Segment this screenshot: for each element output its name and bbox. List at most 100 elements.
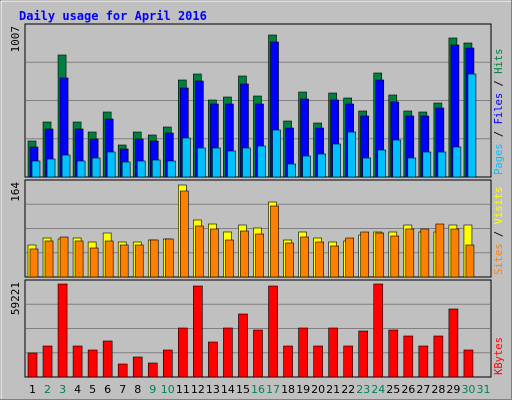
bar-bottom-kbytes-day-19	[298, 327, 308, 378]
bar-top-pages-day-13	[212, 147, 221, 178]
legend-item-kbytes: KBytes	[493, 337, 505, 375]
bar-middle-sites-day-25	[390, 235, 400, 278]
x-tick-label-day-2: 2	[44, 383, 51, 396]
x-tick-label-day-22: 22	[341, 383, 355, 396]
bar-bottom-kbytes-day-2	[42, 345, 53, 378]
bar-bottom-kbytes-day-10	[162, 349, 173, 378]
bar-top-pages-day-29	[452, 146, 462, 178]
bar-top-pages-day-24	[377, 149, 387, 178]
x-tick-label-day-17: 17	[266, 383, 280, 396]
bar-bottom-kbytes-day-18	[283, 345, 293, 378]
bar-middle-sites-day-23	[360, 231, 370, 278]
x-tick-label-day-14: 14	[221, 383, 235, 396]
bar-middle-sites-day-9	[149, 239, 159, 278]
bar-top-pages-day-18	[287, 163, 296, 178]
bar-middle-sites-day-30	[465, 244, 475, 278]
x-tick-label-day-27: 27	[416, 383, 430, 396]
bar-bottom-kbytes-day-4	[72, 345, 83, 378]
panel-middle: 164 Sites / Visits	[9, 179, 505, 278]
bar-bottom-kbytes-day-8	[132, 356, 143, 378]
bar-bottom-kbytes-day-24	[373, 283, 384, 378]
bar-top-pages-day-16	[257, 145, 266, 178]
bar-top-pages-day-2	[46, 158, 56, 178]
bar-top-pages-day-25	[392, 139, 402, 178]
bar-middle-sites-day-29	[450, 228, 460, 278]
x-tick-label-day-24: 24	[371, 383, 385, 396]
bar-top-pages-day-19	[302, 155, 311, 178]
bar-bottom-kbytes-day-29	[448, 308, 459, 378]
bar-middle-sites-day-27	[420, 228, 430, 278]
legend-item-files: Files	[493, 93, 505, 125]
bar-top-pages-day-23	[362, 157, 372, 178]
bar-middle-sites-day-7	[119, 244, 129, 278]
bar-top-pages-day-3	[61, 154, 71, 178]
x-tick-label-day-3: 3	[59, 383, 66, 396]
bar-bottom-kbytes-day-25	[388, 329, 399, 378]
x-tick-label-day-25: 25	[386, 383, 400, 396]
x-axis: 1 2 3 4 5 6 7 8 9 10 11 12 13 14 15 16 17 18 19 20 21 22 23 24 2…	[29, 383, 490, 396]
legend-item-pages: Pages	[493, 143, 505, 175]
bar-middle-sites-day-13	[210, 228, 219, 278]
bar-bottom-kbytes-day-22	[343, 345, 353, 378]
bar-top-pages-day-9	[151, 159, 161, 178]
bar-top-pages-day-30	[467, 73, 477, 178]
bar-middle-sites-day-28	[435, 223, 445, 278]
bar-middle-sites-day-10	[164, 238, 174, 278]
bar-middle-sites-day-24	[375, 232, 385, 278]
bar-middle-sites-day-5	[89, 247, 99, 278]
chart-title: Daily usage for April 2016	[19, 9, 207, 23]
bar-middle-sites-day-6	[104, 240, 114, 278]
bar-top-pages-day-22	[347, 131, 356, 178]
ymax-label-top: 1007	[9, 26, 22, 53]
legend-item-hits: Hits	[493, 49, 505, 74]
bar-bottom-kbytes-day-30	[463, 349, 474, 378]
x-tick-label-day-26: 26	[401, 383, 415, 396]
bar-middle-sites-day-11	[180, 190, 189, 278]
x-tick-label-day-11: 11	[176, 383, 190, 396]
x-tick-label-day-1: 1	[29, 383, 36, 396]
x-tick-label-day-12: 12	[191, 383, 205, 396]
bar-middle-sites-day-2	[44, 240, 54, 278]
bar-middle-sites-day-22	[345, 237, 354, 278]
bar-bottom-kbytes-day-7	[117, 363, 128, 378]
bar-top-pages-day-20	[317, 153, 326, 178]
x-tick-label-day-23: 23	[356, 383, 370, 396]
bar-middle-sites-day-19	[300, 236, 309, 278]
bar-bottom-kbytes-day-3	[57, 283, 68, 378]
bar-middle-sites-day-12	[195, 225, 204, 278]
legend-top: Pages / Files / Hits	[493, 49, 505, 175]
legend-separator: /	[493, 74, 505, 93]
x-tick-label-day-21: 21	[326, 383, 340, 396]
bar-top-pages-day-8	[136, 160, 146, 178]
bar-bottom-kbytes-day-5	[87, 349, 98, 378]
bar-middle-sites-day-21	[330, 245, 339, 278]
bar-middle-sites-day-18	[285, 242, 294, 278]
bar-middle-sites-day-3	[59, 236, 69, 278]
bar-top-pages-day-14	[227, 150, 236, 178]
panel-bottom: 59221 KBytes	[9, 279, 505, 378]
bar-middle-sites-day-26	[405, 228, 415, 278]
bar-bottom-kbytes-day-13	[208, 341, 218, 378]
bar-top-pages-day-7	[121, 161, 131, 178]
legend-bottom: KBytes	[493, 337, 505, 375]
legend-middle: Sites / Visits	[493, 186, 505, 275]
bar-top-pages-day-1	[31, 160, 41, 178]
bar-bottom-kbytes-day-28	[433, 335, 444, 378]
bar-bottom-kbytes-day-20	[313, 345, 323, 378]
bar-top-pages-day-28	[437, 151, 447, 178]
x-tick-label-day-29: 29	[446, 383, 460, 396]
x-tick-label-day-4: 4	[74, 383, 81, 396]
bar-top-pages-day-11	[182, 137, 191, 178]
chart-panels: 1007 Pages / Files / Hits 164 Sites / Visit…	[9, 23, 505, 378]
x-tick-label-day-5: 5	[89, 383, 96, 396]
bar-top-pages-day-17	[272, 129, 281, 178]
bar-bottom-kbytes-day-1	[27, 352, 38, 378]
bar-top-pages-day-6	[106, 151, 116, 178]
x-tick-label-day-19: 19	[296, 383, 310, 396]
x-tick-label-day-31: 31	[476, 383, 490, 396]
x-tick-label-day-13: 13	[206, 383, 220, 396]
bar-bottom-kbytes-day-26	[403, 335, 414, 378]
x-tick-label-day-18: 18	[281, 383, 295, 396]
